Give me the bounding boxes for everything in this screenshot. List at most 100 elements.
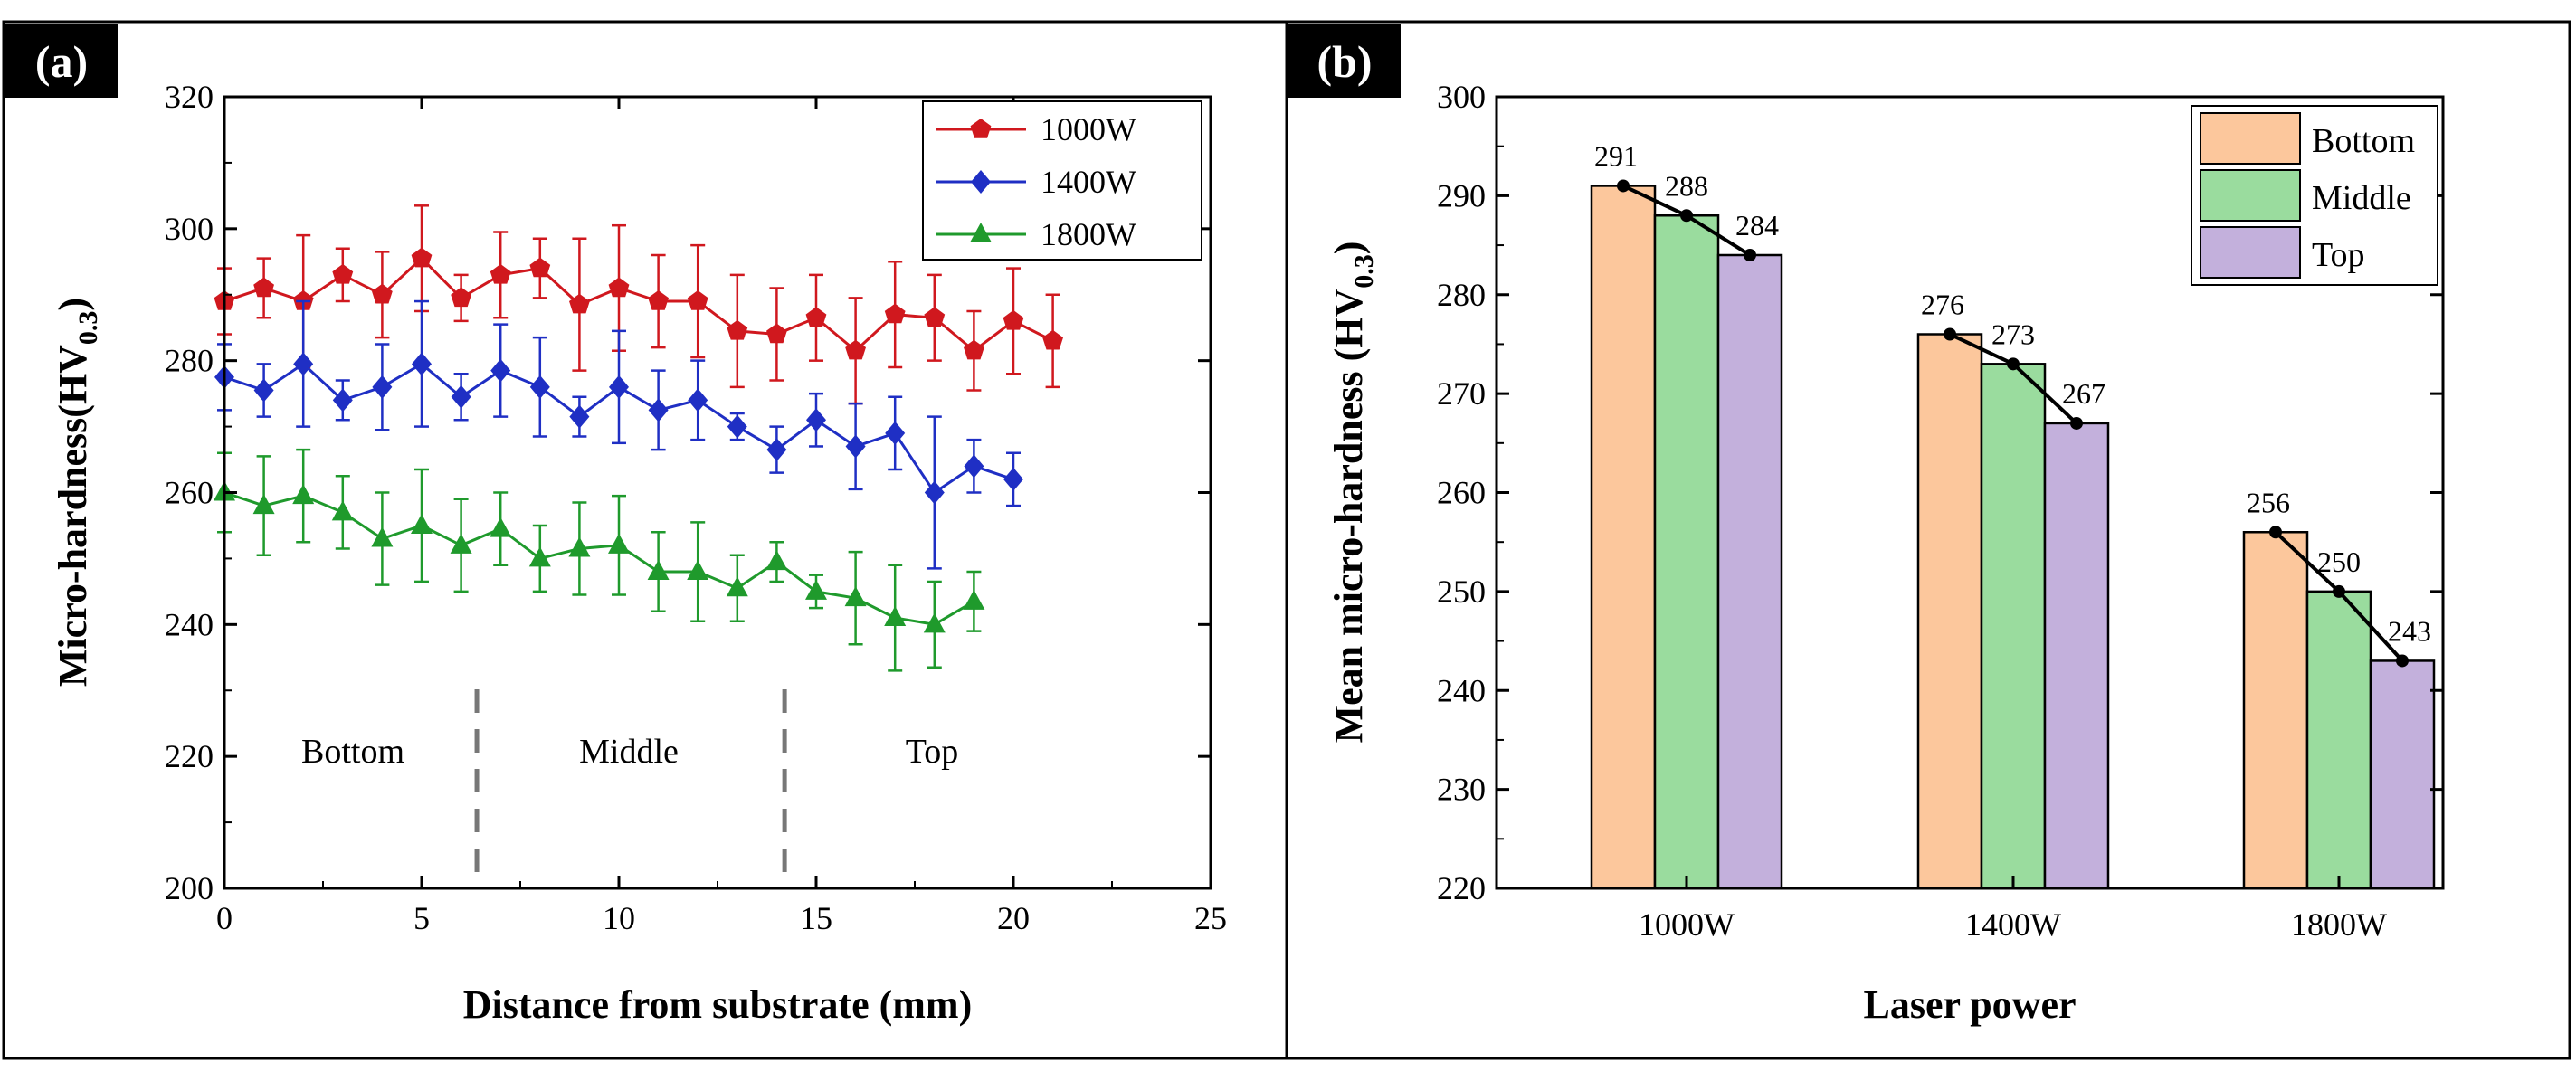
data-point-1800w (252, 494, 275, 515)
x-tick-label: 10 (603, 900, 635, 936)
legend-marker-1800w (970, 223, 992, 242)
data-point-1400w (1003, 467, 1023, 491)
trend-point (2396, 654, 2409, 668)
data-point-1400w (412, 352, 432, 376)
data-point-1400w (451, 384, 471, 409)
data-point-1000w (490, 263, 511, 284)
data-point-1400w (609, 375, 629, 399)
trend-point (2333, 584, 2345, 598)
x-tick-label: 0 (216, 900, 233, 936)
bar-middle-1800w (2305, 590, 2372, 890)
data-point-1000w (727, 319, 748, 340)
data-point-1000w (1042, 329, 1063, 350)
data-point-1400w (648, 398, 669, 422)
panel-b-y-axis-label: Mean micro-hardness (HV0.3) (1326, 242, 1379, 744)
x-tick-label: 1800W (2291, 906, 2387, 943)
y-tick-label: 230 (1437, 772, 1486, 808)
data-point-1000w (884, 303, 906, 324)
legend-swatch-top (2200, 226, 2301, 279)
data-point-1400w (372, 375, 393, 399)
bar-middle-1400w (1980, 363, 2047, 890)
x-tick-label: 15 (800, 900, 832, 936)
region-label-middle: Middle (579, 733, 679, 771)
panel-a-label: (a) (35, 36, 88, 87)
data-label: 291 (1594, 139, 1638, 172)
x-tick-label: 5 (413, 900, 430, 936)
data-label: 288 (1665, 169, 1708, 202)
data-point-1800w (608, 533, 630, 554)
y-tick-label: 290 (1437, 177, 1486, 213)
data-point-1000w (845, 339, 866, 360)
data-point-1800w (647, 560, 670, 580)
trend-point (2007, 357, 2020, 371)
panel-b-chart: 220 230 240 250 260 270 280 290 300 1000W 1400W 180… (1326, 79, 2445, 1027)
data-point-1400w (766, 438, 787, 462)
data-point-1000w (608, 277, 630, 298)
y-tick-label: 270 (1437, 375, 1486, 412)
data-point-1400w (924, 480, 945, 505)
panel-b-frame (1285, 20, 2571, 1060)
panel-a-chart: 0 5 10 15 20 25 200 220 240 260 280 300 320 Bottom M… (51, 79, 1227, 1027)
x-tick-label: 25 (1194, 900, 1227, 936)
y-tick-label: 260 (1437, 475, 1486, 511)
y-tick-label: 240 (1437, 672, 1486, 708)
trend-point (1680, 209, 1693, 223)
legend-1800w-label: 1800W (1041, 216, 1136, 252)
data-label: 273 (1991, 318, 2035, 350)
bar-bottom-1800w (2242, 531, 2309, 890)
x-tick-label: 1000W (1639, 906, 1735, 943)
bar-top-1400w (2043, 422, 2110, 890)
data-label: 250 (2317, 545, 2361, 578)
panel-b-label-bg (1288, 24, 1401, 98)
legend-1000w-label: 1000W (1041, 111, 1136, 147)
data-point-1000w (411, 247, 433, 268)
data-label: 267 (2062, 377, 2105, 410)
legend-swatch-middle (2200, 169, 2301, 222)
data-point-1800w (331, 500, 354, 521)
bar-bottom-1000w (1590, 185, 1657, 890)
data-point-1000w (687, 290, 708, 310)
data-point-1800w (687, 560, 709, 580)
trend-point (2269, 526, 2282, 539)
y-tick-label: 250 (1437, 574, 1486, 610)
y-tick-label: 280 (165, 343, 214, 379)
bar-middle-1000w (1653, 214, 1720, 890)
data-point-1400w (964, 454, 984, 479)
data-point-1400w (253, 378, 274, 403)
trend-point (1944, 327, 1956, 341)
bar-top-1000w (1716, 253, 1783, 890)
data-point-1400w (806, 408, 826, 432)
data-point-1000w (372, 283, 393, 304)
trend-point (2070, 416, 2083, 430)
legend-swatch-bottom (2200, 112, 2301, 165)
data-point-1000w (766, 323, 787, 344)
legend-1400w-label: 1400W (1041, 164, 1136, 200)
y-tick-label: 220 (1437, 870, 1486, 906)
data-point-1000w (529, 257, 551, 278)
data-point-1000w (569, 293, 590, 314)
data-point-1000w (648, 290, 669, 310)
bar-bottom-1400w (1916, 333, 1983, 890)
legend-marker-1400w (971, 170, 991, 194)
data-point-1000w (924, 307, 946, 327)
trend-point (1744, 249, 1756, 261)
data-point-1800w (765, 550, 788, 571)
data-point-1800w (411, 513, 433, 534)
x-tick-label: 1400W (1965, 906, 2061, 943)
data-point-1800w (963, 589, 985, 610)
data-label: 243 (2388, 614, 2431, 647)
data-point-1400w (490, 358, 511, 383)
legend-top-label: Top (2312, 236, 2365, 274)
data-point-1000w (253, 277, 274, 298)
y-tick-label: 320 (165, 79, 214, 115)
data-point-1400w (529, 375, 550, 399)
data-point-1400w (293, 352, 314, 376)
data-label: 284 (1735, 209, 1779, 242)
y-tick-label: 200 (165, 870, 214, 906)
panel-b-label: (b) (1317, 36, 1372, 87)
data-point-1800w (726, 576, 748, 597)
region-label-bottom: Bottom (301, 733, 404, 771)
legend-marker-1000w (970, 119, 992, 138)
data-point-1400w (885, 421, 906, 445)
